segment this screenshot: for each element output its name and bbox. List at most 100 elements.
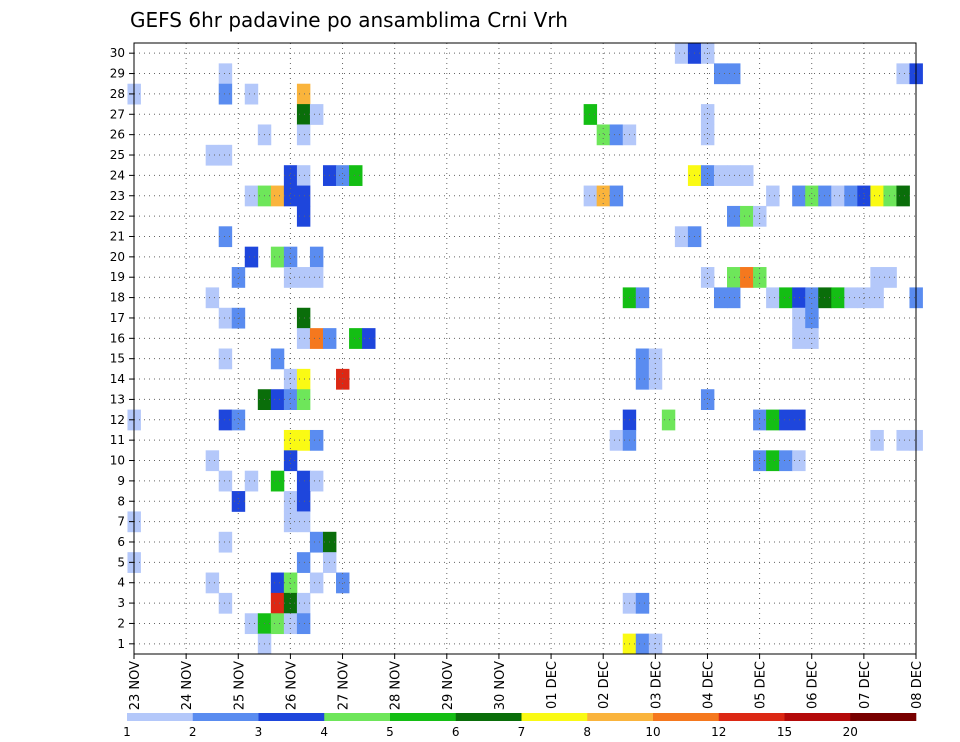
- legend-swatch: [324, 713, 391, 721]
- y-tick-label: 12: [110, 413, 125, 427]
- heatmap-cell: [218, 470, 233, 492]
- heatmap-cell: [779, 450, 793, 472]
- x-tick-label: 25 NOV: [232, 661, 247, 710]
- heatmap-cells: [127, 43, 923, 655]
- heatmap-cell: [270, 389, 285, 410]
- heatmap-cell: [805, 287, 819, 309]
- heatmap-cell: [766, 450, 780, 472]
- heatmap-cell: [296, 124, 311, 146]
- y-tick-label: 2: [117, 616, 125, 630]
- heatmap-cell: [740, 165, 754, 186]
- heatmap-cell: [296, 328, 311, 349]
- x-tick-label: 23 NOV: [128, 661, 143, 710]
- heatmap-cell: [896, 63, 910, 85]
- plot-frame: [133, 42, 917, 655]
- y-tick-label: 19: [110, 270, 125, 284]
- heatmap-cell: [896, 429, 910, 451]
- heatmap-cell: [779, 287, 793, 309]
- heatmap-cell: [296, 185, 311, 207]
- heatmap-cell: [283, 389, 298, 410]
- heatmap-cell: [309, 104, 324, 125]
- heatmap-cell: [205, 287, 220, 309]
- heatmap-cell: [296, 307, 311, 329]
- heatmap-cell: [740, 205, 754, 227]
- heatmap-cell: [792, 450, 806, 472]
- heatmap-cell: [296, 368, 311, 390]
- legend-swatch: [258, 713, 325, 721]
- heatmap-cell: [218, 348, 233, 370]
- heatmap-cell: [792, 307, 806, 329]
- x-tick-label: 02 DEC: [597, 661, 612, 709]
- heatmap-cell: [779, 409, 793, 431]
- heatmap-cell: [270, 613, 285, 635]
- heatmap-cell: [231, 267, 246, 288]
- heatmap-cell: [635, 592, 650, 614]
- x-tick-label: 24 NOV: [180, 661, 195, 710]
- heatmap-cell: [635, 633, 650, 655]
- legend-swatch: [521, 713, 588, 721]
- heatmap-cell: [218, 409, 233, 431]
- heatmap-cell: [596, 185, 611, 207]
- y-tick-label: 26: [110, 128, 125, 142]
- heatmap-cell: [766, 287, 780, 309]
- legend-swatch: [587, 713, 654, 721]
- legend-swatch: [850, 713, 917, 721]
- heatmap-cell: [205, 144, 220, 166]
- heatmap-cell: [805, 185, 819, 207]
- y-tick-label: 3: [117, 596, 125, 610]
- legend-label: 12: [711, 725, 726, 739]
- heatmap-cell: [583, 104, 598, 125]
- heatmap-cell: [283, 368, 298, 390]
- heatmap-cell: [244, 470, 259, 492]
- legend-label: 15: [777, 725, 792, 739]
- heatmap-cell: [205, 450, 220, 472]
- y-tick-label: 1: [117, 637, 125, 651]
- heatmap-cell: [609, 429, 624, 451]
- heatmap-cell: [309, 531, 324, 553]
- legend-label: 6: [452, 725, 460, 739]
- heatmap-cell: [218, 592, 233, 614]
- y-tick-label: 10: [110, 454, 125, 468]
- heatmap-cell: [336, 572, 350, 594]
- y-tick-label: 4: [117, 576, 125, 590]
- y-tick-label: 8: [117, 494, 125, 508]
- heatmap-cell: [700, 389, 715, 410]
- heatmap-cell: [831, 185, 845, 207]
- chart-title: GEFS 6hr padavine po ansamblima Crni Vrh: [130, 8, 568, 32]
- heatmap-cell: [244, 246, 259, 268]
- y-tick-label: 20: [110, 250, 125, 264]
- y-tick-label: 9: [117, 474, 125, 488]
- x-axis: 23 NOV 24 NOV 25 NOV 26 NOV 27 NOV 28 NOV 29 N…: [128, 654, 925, 710]
- legend-swatch: [390, 713, 457, 721]
- x-tick-label: 04 DEC: [701, 661, 716, 709]
- heatmap-cell: [296, 491, 311, 512]
- x-tick-label: 05 DEC: [754, 661, 769, 709]
- legend-label: 4: [320, 725, 328, 739]
- y-tick-label: 6: [117, 535, 125, 549]
- heatmap-cell: [283, 450, 298, 472]
- heatmap-cell: [296, 429, 311, 451]
- heatmap-cell: [296, 552, 311, 573]
- x-tick-label: 30 NOV: [493, 661, 508, 710]
- heatmap-cell: [270, 592, 285, 614]
- heatmap-cell: [296, 389, 311, 410]
- heatmap-cell: [336, 165, 350, 186]
- heatmap-cell: [244, 613, 259, 635]
- y-tick-label: 21: [110, 229, 125, 243]
- y-tick-label: 15: [110, 352, 125, 366]
- heatmap-cell: [296, 104, 311, 125]
- heatmap-cell: [896, 185, 910, 207]
- legend-label: 8: [583, 725, 591, 739]
- heatmap-cell: [700, 104, 715, 125]
- y-tick-label: 5: [117, 555, 125, 569]
- y-tick-label: 13: [110, 392, 125, 406]
- heatmap-cell: [792, 409, 806, 431]
- heatmap-cell: [244, 185, 259, 207]
- heatmap-cell: [231, 491, 246, 512]
- heatmap-cell: [740, 267, 754, 288]
- heatmap-cell: [231, 409, 246, 431]
- legend-label: 1: [123, 725, 131, 739]
- heatmap-cell: [218, 144, 233, 166]
- x-tick-label: 29 NOV: [441, 661, 456, 710]
- x-tick-label: 01 DEC: [545, 661, 560, 709]
